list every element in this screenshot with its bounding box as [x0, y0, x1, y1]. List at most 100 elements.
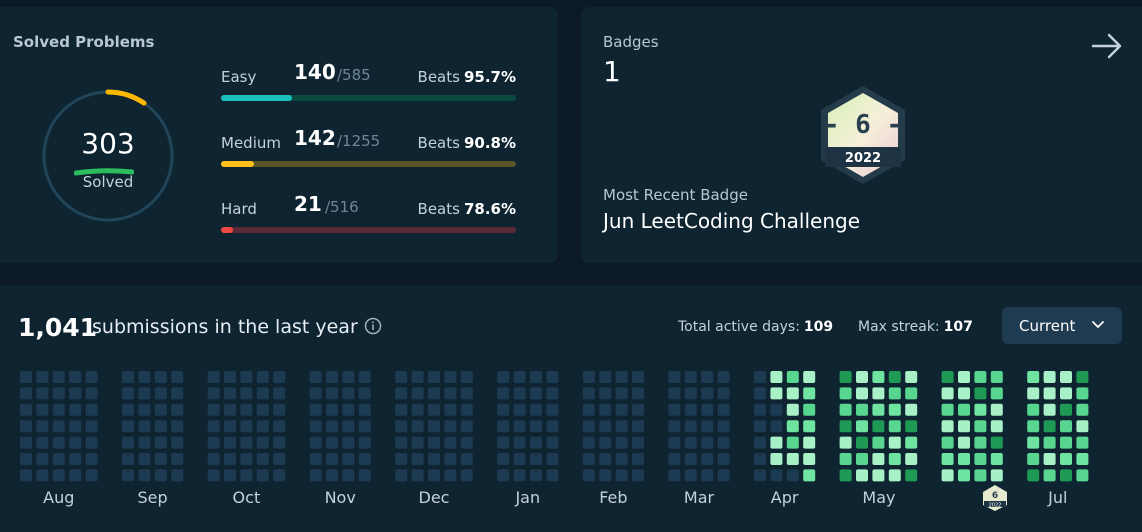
heatmap-cell[interactable]: [701, 469, 714, 482]
heatmap-cell[interactable]: [958, 469, 970, 482]
info-icon[interactable]: [364, 317, 382, 335]
heatmap-cell[interactable]: [615, 371, 628, 383]
heatmap-cell[interactable]: [1027, 436, 1040, 449]
heatmap-cell[interactable]: [1043, 387, 1056, 400]
heatmap-cell[interactable]: [273, 403, 286, 416]
heatmap-cell[interactable]: [395, 469, 408, 482]
heatmap-cell[interactable]: [513, 387, 526, 400]
heatmap-cell[interactable]: [1043, 469, 1056, 482]
heatmap-cell[interactable]: [138, 420, 151, 433]
heatmap-cell[interactable]: [240, 420, 253, 433]
heatmap-cell[interactable]: [1027, 371, 1040, 383]
heatmap-cell[interactable]: [460, 420, 473, 433]
heatmap-cell[interactable]: [358, 453, 371, 465]
heatmap-cell[interactable]: [69, 436, 82, 449]
heatmap-cell[interactable]: [224, 371, 236, 383]
heatmap-cell[interactable]: [256, 469, 269, 482]
heatmap-cell[interactable]: [52, 469, 65, 482]
heatmap-cell[interactable]: [546, 387, 559, 400]
heatmap-cell[interactable]: [905, 371, 918, 383]
heatmap-cell[interactable]: [1060, 469, 1072, 482]
heatmap-cell[interactable]: [803, 469, 816, 482]
heatmap-cell[interactable]: [530, 387, 542, 400]
heatmap-cell[interactable]: [888, 436, 901, 449]
heatmap-cell[interactable]: [786, 453, 799, 465]
heatmap-cell[interactable]: [326, 453, 338, 465]
heatmap-cell[interactable]: [138, 403, 151, 416]
heatmap-cell[interactable]: [326, 436, 338, 449]
heatmap-cell[interactable]: [888, 469, 901, 482]
most-recent-badge-name[interactable]: Jun LeetCoding Challenge: [603, 209, 861, 233]
heatmap-cell[interactable]: [839, 453, 852, 465]
heatmap-cell[interactable]: [309, 420, 322, 433]
heatmap-cell[interactable]: [668, 469, 681, 482]
heatmap-cell[interactable]: [1043, 436, 1056, 449]
heatmap-cell[interactable]: [497, 403, 510, 416]
heatmap-cell[interactable]: [207, 371, 220, 383]
heatmap-cell[interactable]: [546, 371, 559, 383]
heatmap-cell[interactable]: [342, 436, 355, 449]
heatmap-cell[interactable]: [256, 420, 269, 433]
heatmap-cell[interactable]: [582, 371, 595, 383]
heatmap-cell[interactable]: [52, 420, 65, 433]
heatmap-cell[interactable]: [856, 387, 868, 400]
heatmap-cell[interactable]: [990, 387, 1003, 400]
heatmap-cell[interactable]: [411, 371, 424, 383]
heatmap-cell[interactable]: [224, 436, 236, 449]
heatmap-cell[interactable]: [770, 387, 783, 400]
heatmap-cell[interactable]: [224, 387, 236, 400]
heatmap-cell[interactable]: [460, 387, 473, 400]
heatmap-cell[interactable]: [754, 469, 766, 482]
heatmap-cell[interactable]: [632, 387, 644, 400]
heatmap-cell[interactable]: [428, 387, 440, 400]
heatmap-cell[interactable]: [171, 371, 184, 383]
heatmap-cell[interactable]: [546, 403, 559, 416]
heatmap-cell[interactable]: [428, 453, 440, 465]
heatmap-cell[interactable]: [224, 469, 236, 482]
heatmap-cell[interactable]: [1060, 371, 1072, 383]
heatmap-cell[interactable]: [513, 420, 526, 433]
heatmap-cell[interactable]: [444, 371, 457, 383]
heatmap-cell[interactable]: [154, 371, 167, 383]
heatmap-cell[interactable]: [122, 453, 134, 465]
heatmap-cell[interactable]: [770, 403, 783, 416]
heatmap-cell[interactable]: [974, 436, 987, 449]
heatmap-cell[interactable]: [358, 387, 371, 400]
heatmap-cell[interactable]: [803, 403, 816, 416]
heatmap-cell[interactable]: [20, 436, 32, 449]
heatmap-cell[interactable]: [941, 436, 954, 449]
badge-icon[interactable]: - 6 - 2022: [815, 83, 911, 187]
heatmap-cell[interactable]: [240, 469, 253, 482]
heatmap-cell[interactable]: [428, 436, 440, 449]
arrow-right-icon[interactable]: [1087, 31, 1127, 61]
heatmap-cell[interactable]: [69, 403, 82, 416]
heatmap-cell[interactable]: [839, 387, 852, 400]
heatmap-cell[interactable]: [754, 420, 766, 433]
heatmap-cell[interactable]: [546, 436, 559, 449]
heatmap-cell[interactable]: [717, 436, 730, 449]
heatmap-cell[interactable]: [411, 453, 424, 465]
heatmap-cell[interactable]: [941, 403, 954, 416]
heatmap-cell[interactable]: [444, 403, 457, 416]
heatmap-cell[interactable]: [582, 453, 595, 465]
heatmap-cell[interactable]: [888, 387, 901, 400]
heatmap-cell[interactable]: [20, 453, 32, 465]
heatmap-cell[interactable]: [632, 420, 644, 433]
heatmap-cell[interactable]: [958, 453, 970, 465]
heatmap-cell[interactable]: [122, 436, 134, 449]
heatmap-cell[interactable]: [256, 453, 269, 465]
heatmap-cell[interactable]: [224, 403, 236, 416]
heatmap-cell[interactable]: [599, 371, 612, 383]
heatmap-cell[interactable]: [1027, 387, 1040, 400]
heatmap-cell[interactable]: [154, 420, 167, 433]
heatmap-cell[interactable]: [207, 469, 220, 482]
heatmap-cell[interactable]: [240, 371, 253, 383]
heatmap-cell[interactable]: [856, 420, 868, 433]
heatmap-cell[interactable]: [171, 420, 184, 433]
heatmap-cell[interactable]: [668, 453, 681, 465]
heatmap-cell[interactable]: [497, 469, 510, 482]
heatmap-cell[interactable]: [460, 436, 473, 449]
heatmap-cell[interactable]: [615, 420, 628, 433]
heatmap-cell[interactable]: [872, 436, 885, 449]
heatmap-cell[interactable]: [411, 403, 424, 416]
